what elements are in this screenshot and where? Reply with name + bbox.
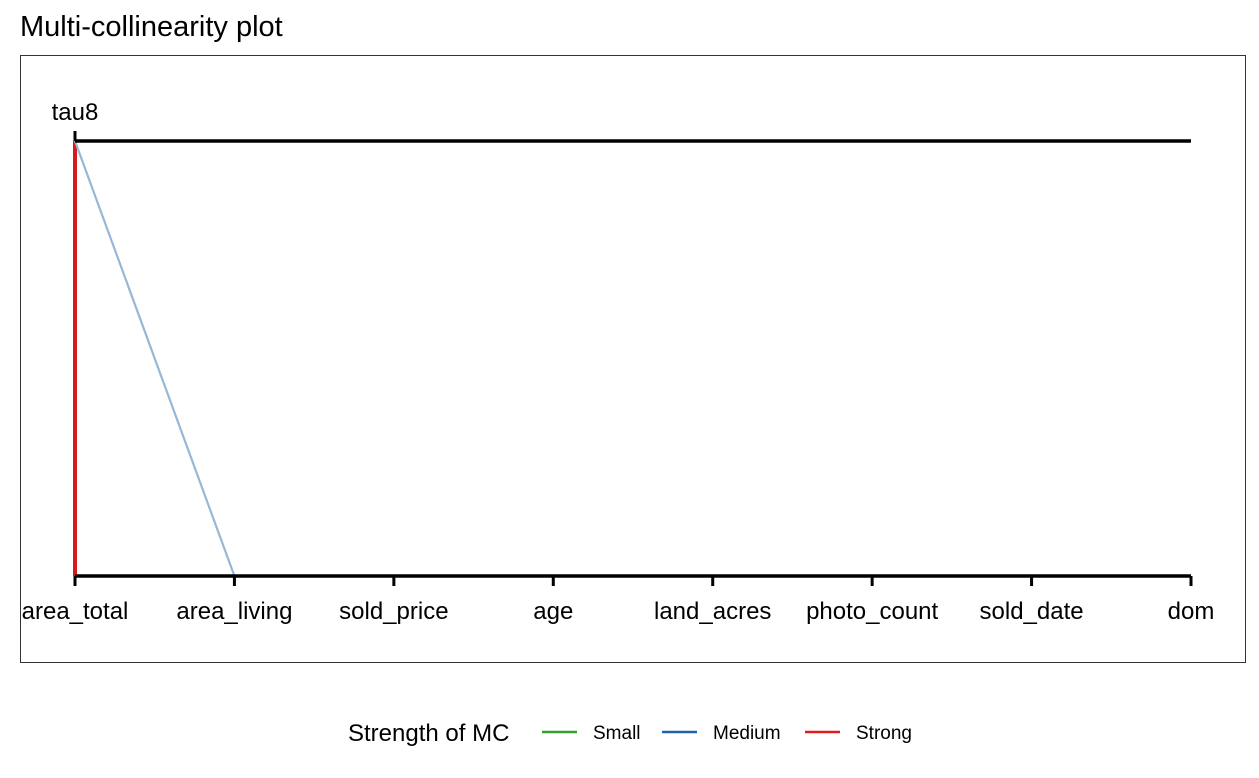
x-tick-label-area_living: area_living: [176, 598, 292, 625]
legend: Strength of MC Small Medium Strong: [348, 720, 912, 747]
legend-label-strong: Strong: [856, 723, 912, 744]
x-tick-label-dom: dom: [1168, 598, 1215, 625]
panel-border: [20, 55, 1246, 663]
x-tick-label-photo_count: photo_count: [806, 598, 938, 625]
top-axis-label: tau8: [52, 99, 99, 126]
x-tick-label-age: age: [533, 598, 573, 625]
legend-title: Strength of MC: [348, 720, 509, 747]
plot-area: tau8 area_total area_living sold_price age la…: [22, 99, 1215, 625]
legend-label-medium: Medium: [713, 723, 781, 744]
x-tick-label-land_acres: land_acres: [654, 598, 771, 625]
x-tick-label-area_total: area_total: [22, 598, 129, 625]
x-tick-label-sold_price: sold_price: [339, 598, 448, 625]
legend-label-small: Small: [593, 723, 641, 744]
x-tick-label-sold_date: sold_date: [980, 598, 1084, 625]
connection-line-area_total-area_living: [73, 140, 236, 577]
chart-title: Multi-collinearity plot: [20, 11, 283, 43]
